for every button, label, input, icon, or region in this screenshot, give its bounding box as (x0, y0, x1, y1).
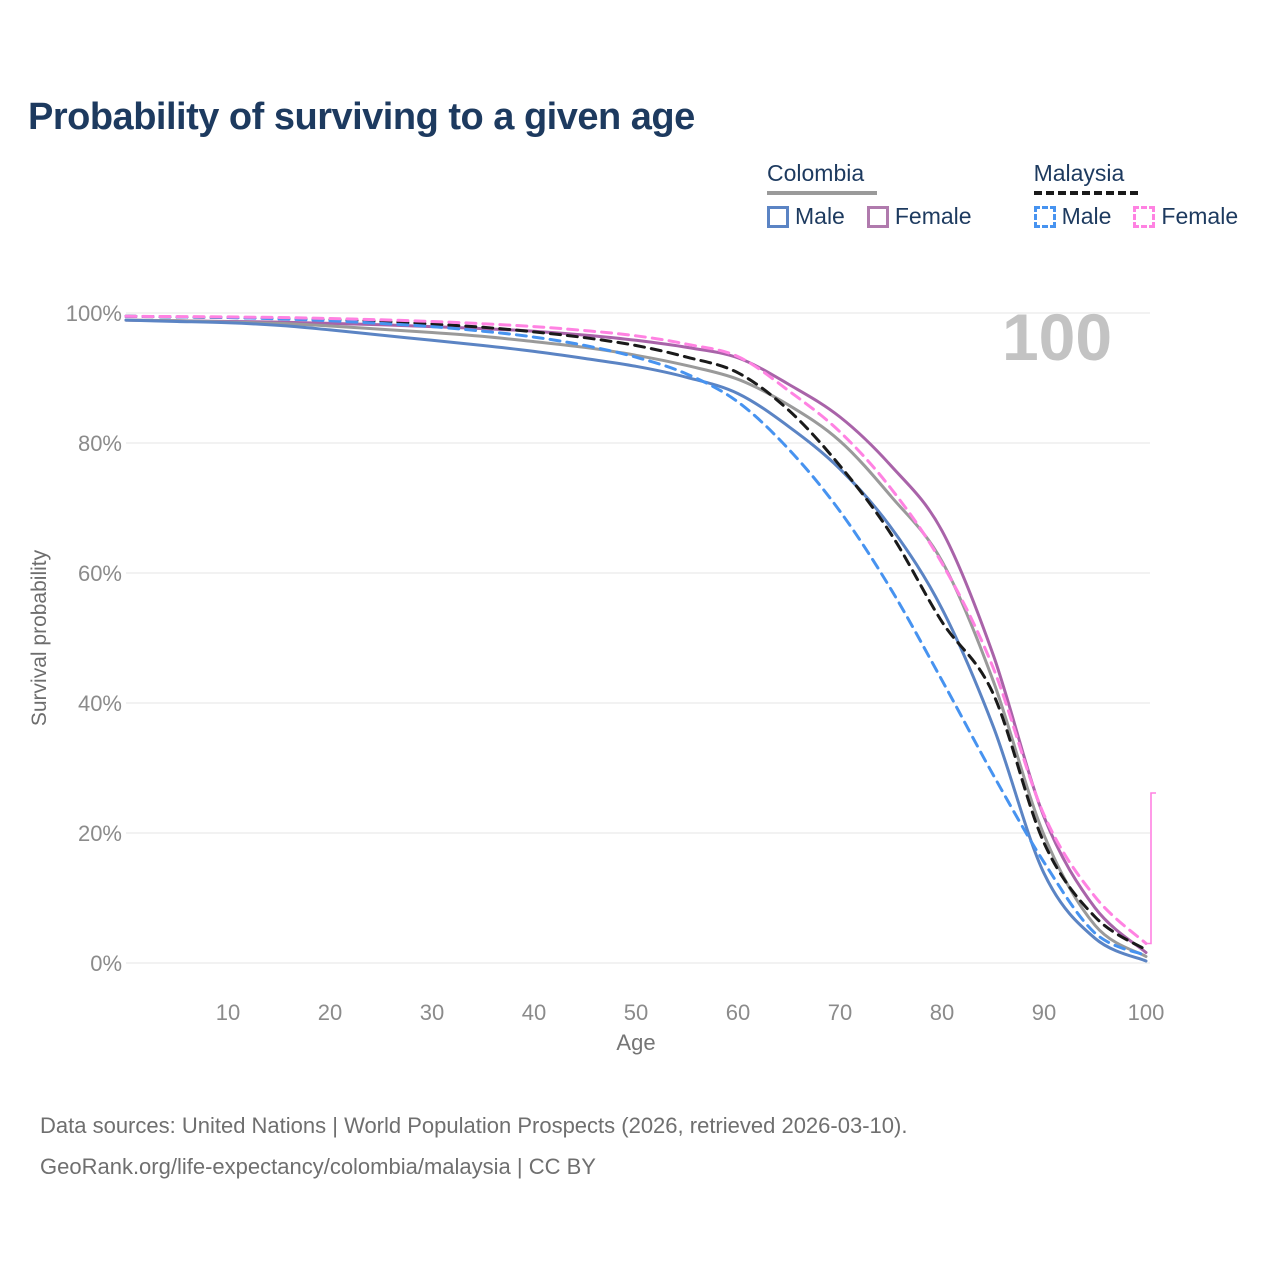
watermark-age: 100 (1002, 300, 1112, 374)
colombia-female-swatch-icon (866, 205, 889, 228)
x-tick-label: 60 (726, 1000, 750, 1025)
x-tick-label: 100 (1128, 1000, 1165, 1025)
legend-label: Female (894, 203, 972, 229)
y-tick-label: 60% (78, 561, 122, 586)
footer-note: Data sources: United Nations | World Pop… (40, 1106, 907, 1187)
y-tick-label: 80% (78, 431, 122, 456)
legend-group-malaysia: Malaysia Male Female (1033, 160, 1238, 230)
curve-malaysia-female[interactable] (124, 314, 1148, 945)
legend-country-malaysia: Malaysia (1033, 160, 1125, 186)
curve-colombia-male[interactable] (124, 318, 1148, 963)
x-tick-label: 80 (930, 1000, 954, 1025)
legend-country-colombia: Colombia (767, 160, 865, 186)
malaysia-female-swatch-icon (1133, 205, 1156, 228)
x-tick-label: 10 (216, 1000, 240, 1025)
y-axis-title: Survival probability (28, 549, 51, 726)
colombia-male-swatch-icon (767, 205, 789, 228)
x-tick-label: 50 (624, 1000, 648, 1025)
curve-colombia-all[interactable] (124, 318, 1148, 958)
end-label-leader-line (1146, 792, 1156, 945)
page-title: Probability of surviving to a given age (28, 96, 695, 138)
legend-label: Male (795, 203, 845, 229)
data-sources-line: Data sources: United Nations | World Pop… (40, 1113, 908, 1138)
y-tick-label: 100% (66, 301, 122, 326)
curve-malaysia-male[interactable] (124, 314, 1148, 957)
malaysia-line-style-swatch (1033, 191, 1138, 195)
legend-item-colombia-male[interactable]: Male (767, 203, 845, 230)
x-axis-title: Age (616, 1030, 655, 1055)
malaysia-male-swatch-icon (1033, 205, 1056, 228)
curve-colombia-female[interactable] (124, 318, 1148, 954)
y-tick-label: 40% (78, 691, 122, 716)
legend-item-colombia-female[interactable]: Female (866, 203, 972, 230)
legend: Colombia Male Female Malaysia Male (767, 160, 1247, 230)
y-tick-label: 20% (78, 821, 122, 846)
legend-item-malaysia-male[interactable]: Male (1033, 203, 1112, 230)
x-tick-label: 70 (828, 1000, 852, 1025)
legend-group-colombia: Colombia Male Female (767, 160, 972, 230)
x-tick-label: 20 (318, 1000, 342, 1025)
legend-label: Female (1161, 203, 1239, 229)
x-tick-label: 40 (522, 1000, 546, 1025)
attribution-line: GeoRank.org/life-expectancy/colombia/mal… (40, 1153, 596, 1179)
x-tick-label: 30 (420, 1000, 444, 1025)
legend-label: Male (1061, 203, 1112, 229)
colombia-line-style-swatch (767, 191, 877, 195)
x-tick-label: 90 (1032, 1000, 1056, 1025)
y-tick-label: 0% (90, 951, 122, 976)
legend-item-malaysia-female[interactable]: Female (1133, 203, 1238, 230)
curve-malaysia-all[interactable] (124, 314, 1148, 952)
